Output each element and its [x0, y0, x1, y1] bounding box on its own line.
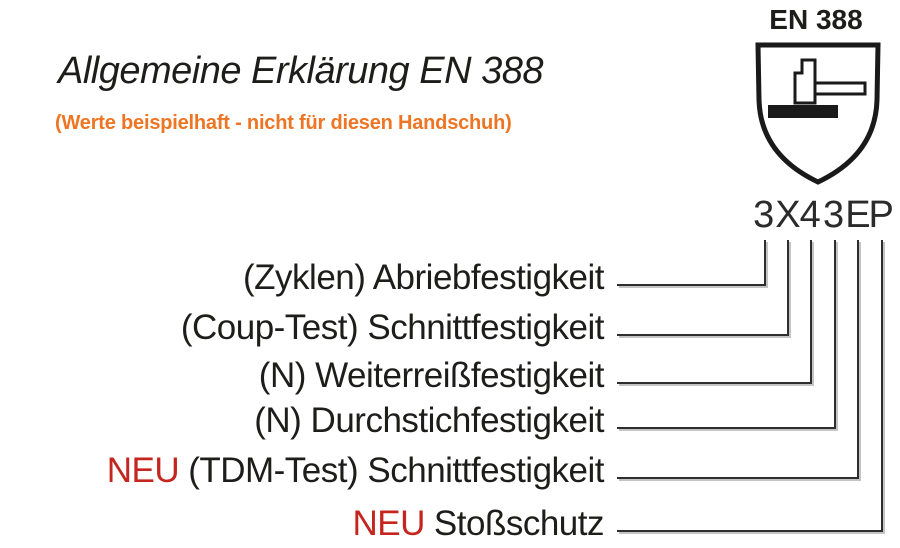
code-char: 3 [822, 194, 845, 236]
code-char: 3 [753, 194, 775, 236]
connector-line-vertical [810, 240, 812, 382]
legend-row: NEU (TDM-Test) Schnittfestigkeit [106, 451, 605, 490]
page-title: Allgemeine Erklärung EN 388 [58, 50, 544, 92]
connector-line-vertical [857, 240, 859, 477]
legend-row: NEU Stoßschutz [352, 504, 605, 543]
code-char: P [868, 194, 894, 236]
code-char: X [775, 194, 801, 236]
connector-line-vertical [834, 240, 836, 427]
connector-line-horizontal [617, 382, 812, 384]
legend-row: (N) Weiterreißfestigkeit [258, 356, 605, 395]
legend-label: Stoßschutz [433, 504, 605, 543]
legend-label: (N) Weiterreißfestigkeit [258, 356, 605, 395]
connector-line-horizontal [617, 334, 789, 336]
connector-line-horizontal [617, 530, 883, 532]
hammer-head-shape [793, 58, 817, 105]
connector-line-horizontal [617, 477, 859, 479]
legend-label: (Zyklen) Abriebfestigkeit [243, 258, 604, 297]
legend-label: (Coup-Test) Schnittfestigkeit [180, 308, 605, 347]
pictogram-label: EN 388 [769, 4, 863, 35]
connector-line-vertical [764, 240, 766, 284]
legend-row: (N) Durchstichfestigkeit [254, 402, 604, 440]
mechanical-hazard-shield-icon [755, 42, 881, 185]
connector-line-vertical [787, 240, 789, 334]
connector-line-horizontal [617, 284, 766, 286]
code-char: E [845, 194, 871, 236]
legend-neu-prefix: NEU [352, 504, 426, 543]
legend-row: (Zyklen) Abriebfestigkeit [243, 259, 604, 297]
code-char: 4 [799, 194, 821, 236]
legend-label: (N) Durchstichfestigkeit [254, 401, 604, 440]
connector-line-vertical [881, 240, 883, 530]
anvil-base-shape [768, 105, 838, 118]
legend-neu-prefix: NEU [106, 451, 180, 490]
legend-row: (Coup-Test) Schnittfestigkeit [180, 308, 605, 347]
connector-line-horizontal [617, 427, 836, 429]
hammer-handle-shape [813, 81, 867, 96]
legend-label: (TDM-Test) Schnittfestigkeit [188, 451, 604, 490]
page-subtitle: (Werte beispielhaft - nicht für diesen H… [55, 112, 512, 134]
